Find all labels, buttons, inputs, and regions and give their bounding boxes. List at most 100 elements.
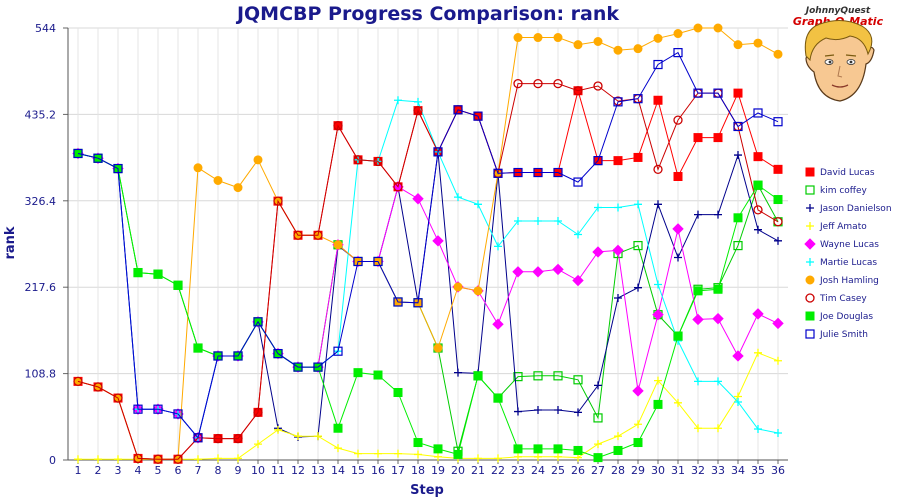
data-point xyxy=(612,244,624,257)
data-point xyxy=(513,167,523,178)
data-point xyxy=(333,346,343,356)
data-point xyxy=(333,423,343,433)
data-point xyxy=(554,405,562,414)
x-tick-label: 25 xyxy=(551,464,565,477)
x-tick-label: 32 xyxy=(691,464,705,477)
x-tick-label: 21 xyxy=(471,464,485,477)
data-point xyxy=(393,182,403,192)
data-point xyxy=(753,108,763,118)
data-point xyxy=(353,256,363,267)
data-point xyxy=(514,452,522,461)
legend-label: David Lucas xyxy=(820,168,875,178)
y-tick-label: 435.2 xyxy=(25,108,57,121)
data-point xyxy=(213,351,223,361)
data-point xyxy=(74,455,82,464)
legend-marker xyxy=(805,167,815,177)
y-tick-label: 217.6 xyxy=(25,281,57,294)
data-point xyxy=(373,256,383,267)
data-point xyxy=(73,148,83,158)
x-tick-label: 31 xyxy=(671,464,685,477)
series-david-lucas xyxy=(73,86,783,464)
x-tick-label: 9 xyxy=(235,464,242,477)
legend-label: Jason Danielson xyxy=(819,204,892,214)
x-tick-label: 16 xyxy=(371,464,385,477)
data-point xyxy=(453,282,463,292)
data-point xyxy=(653,164,663,175)
data-point xyxy=(394,449,402,458)
data-point xyxy=(694,377,702,386)
data-point xyxy=(293,230,303,240)
data-point xyxy=(633,240,643,251)
data-point xyxy=(413,298,423,308)
x-tick-label: 27 xyxy=(591,464,605,477)
data-point xyxy=(233,351,243,361)
data-point xyxy=(213,433,223,444)
data-point xyxy=(553,167,563,178)
x-tick-label: 17 xyxy=(391,464,405,477)
legend-label: Joe Douglas xyxy=(819,312,873,322)
data-point xyxy=(773,164,783,174)
data-point xyxy=(533,78,543,89)
x-tick-label: 14 xyxy=(331,464,345,477)
series-tim-casey xyxy=(73,78,783,464)
data-point xyxy=(493,393,503,403)
series-line xyxy=(78,352,779,460)
data-point xyxy=(733,40,743,50)
x-tick-label: 19 xyxy=(431,464,445,477)
data-point xyxy=(414,97,422,106)
data-point xyxy=(673,48,683,58)
legend-marker xyxy=(805,185,815,195)
logo-line1: JohnnyQuest xyxy=(804,6,871,16)
data-point xyxy=(514,216,522,225)
data-point xyxy=(754,225,762,234)
data-point xyxy=(213,175,223,185)
data-point xyxy=(673,29,683,39)
data-point xyxy=(353,368,363,378)
data-point xyxy=(634,283,642,292)
x-tick-label: 33 xyxy=(711,464,725,477)
series-julie-smith xyxy=(73,48,783,443)
data-point xyxy=(754,348,762,357)
legend-item: Joe Douglas xyxy=(805,311,873,322)
data-point xyxy=(774,356,782,365)
data-point xyxy=(173,280,183,290)
data-point xyxy=(413,105,423,116)
data-point xyxy=(113,393,123,403)
data-point xyxy=(733,240,743,251)
x-tick-label: 36 xyxy=(771,464,785,477)
series-martie-lucas xyxy=(74,96,782,442)
data-point xyxy=(753,205,763,215)
legend: David Lucas kim coffey Jason Danielson Jeff… xyxy=(804,167,892,340)
data-point xyxy=(552,263,564,276)
data-point xyxy=(633,152,643,162)
legend-marker xyxy=(804,238,816,250)
data-point xyxy=(713,88,723,98)
data-point xyxy=(313,230,323,240)
data-point xyxy=(594,381,602,390)
data-point xyxy=(254,440,262,449)
legend-item: Julie Smith xyxy=(805,329,868,340)
data-point xyxy=(492,318,504,330)
data-point xyxy=(513,78,523,89)
data-point xyxy=(692,313,704,326)
data-point xyxy=(253,155,263,165)
data-point xyxy=(374,449,382,458)
data-point xyxy=(774,236,782,245)
data-point xyxy=(713,133,723,143)
data-point xyxy=(733,213,743,223)
data-point xyxy=(333,240,343,250)
data-point xyxy=(713,284,723,294)
data-point xyxy=(414,450,422,459)
data-point xyxy=(613,156,623,166)
data-point xyxy=(233,433,243,444)
data-point xyxy=(373,156,383,167)
data-point xyxy=(434,452,442,461)
data-point xyxy=(334,444,342,453)
data-point xyxy=(653,399,663,409)
legend-marker xyxy=(805,311,815,321)
data-point xyxy=(453,105,463,115)
data-point xyxy=(613,97,623,107)
y-tick-label: 108.8 xyxy=(25,368,57,381)
series-line xyxy=(77,151,779,439)
data-point xyxy=(473,371,483,381)
